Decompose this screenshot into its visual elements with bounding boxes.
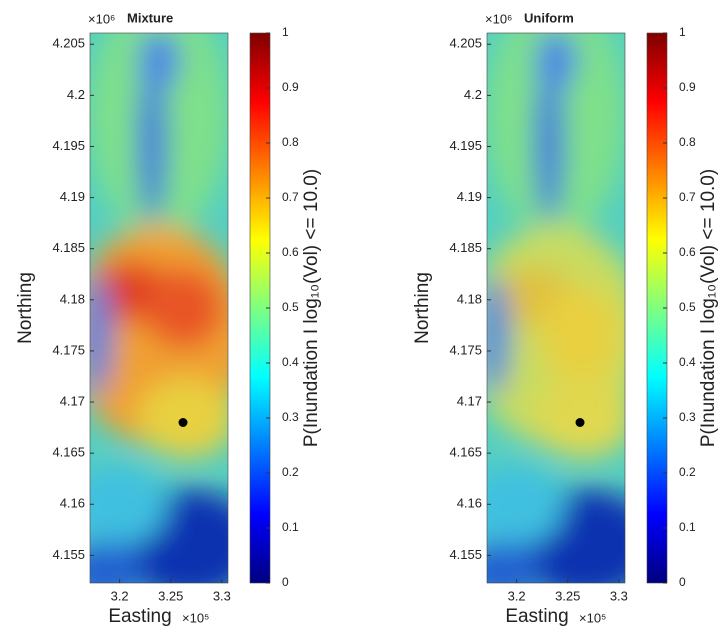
y-tick-label: 4.2 xyxy=(67,87,85,102)
panel-title: Uniform xyxy=(524,10,574,25)
heatmap-blob xyxy=(536,33,576,91)
y-tick-label: 4.185 xyxy=(52,240,85,255)
y-tick-label: 4.19 xyxy=(457,189,482,204)
y-tick-label: 4.18 xyxy=(457,291,482,306)
y-tick-label: 4.165 xyxy=(449,445,482,460)
y-tick-label: 4.155 xyxy=(52,547,85,562)
colorbar-tick-label: 0.3 xyxy=(679,410,696,424)
colorbar-tick-label: 0.9 xyxy=(282,80,299,94)
colorbar-tick-label: 0.4 xyxy=(282,355,299,369)
colorbar-tick-label: 0.7 xyxy=(679,190,696,204)
plot-frame xyxy=(486,32,626,584)
heatmap-blob xyxy=(143,268,224,348)
colorbar-tick-label: 1 xyxy=(282,25,289,39)
y-multiplier: ×10⁶ xyxy=(485,11,512,26)
heatmap-blob xyxy=(90,275,112,396)
colorbar-label: P(Inundation I log₁₀(Vol) <= 10.0) xyxy=(301,169,322,447)
heatmap-blob xyxy=(139,33,179,91)
heatmap xyxy=(90,33,228,583)
colorbar-tick-label: 0.1 xyxy=(679,520,696,534)
y-tick-label: 4.155 xyxy=(449,547,482,562)
colorbar-tick-label: 0.2 xyxy=(679,465,696,479)
colorbar-tick-label: 0.6 xyxy=(679,245,696,259)
colorbar-tick-label: 0 xyxy=(679,575,686,589)
y-axis-label: Northing xyxy=(412,272,433,344)
heatmap-blob xyxy=(540,285,621,386)
y-multiplier: ×10⁶ xyxy=(88,11,115,26)
heatmap-blob xyxy=(136,378,228,458)
x-tick-label: 3.3 xyxy=(213,588,231,603)
marker-point xyxy=(178,417,188,427)
x-tick-label: 3.3 xyxy=(610,588,628,603)
colorbar-tick-label: 0.8 xyxy=(282,135,299,149)
colorbar-tick-label: 0.4 xyxy=(679,355,696,369)
x-axis-label: Easting xyxy=(505,606,568,627)
y-tick-label: 4.2 xyxy=(464,87,482,102)
y-tick-label: 4.165 xyxy=(52,445,85,460)
y-tick-label: 4.195 xyxy=(52,138,85,153)
heatmap-blob xyxy=(90,466,168,546)
y-tick-label: 4.205 xyxy=(449,36,482,51)
heatmap xyxy=(487,33,625,583)
heatmap-blob xyxy=(487,466,565,546)
y-tick-label: 4.18 xyxy=(60,291,85,306)
y-tick-label: 4.195 xyxy=(449,138,482,153)
heatmap-blob xyxy=(138,63,167,223)
heatmap-blob xyxy=(487,542,541,583)
colorbar-tick-label: 0.3 xyxy=(282,410,299,424)
colorbar-tick-label: 0 xyxy=(282,575,289,589)
colorbar-label: P(Inundation I log₁₀(Vol) <= 10.0) xyxy=(698,169,719,447)
colorbar-tick-label: 0.7 xyxy=(282,190,299,204)
x-tick-label: 3.25 xyxy=(158,588,183,603)
colorbar-tick-label: 0.5 xyxy=(679,300,696,314)
y-axis-label: Northing xyxy=(15,272,36,344)
x-tick-label: 3.2 xyxy=(111,588,129,603)
y-tick-label: 4.17 xyxy=(60,393,85,408)
heatmap-blob xyxy=(535,63,564,223)
heatmap-blob xyxy=(533,378,625,458)
colorbar-tick-label: 0.8 xyxy=(679,135,696,149)
colorbar-tick-label: 1 xyxy=(679,25,686,39)
y-tick-label: 4.17 xyxy=(457,393,482,408)
colorbar-tick-label: 0.6 xyxy=(282,245,299,259)
heatmap-blob xyxy=(90,542,144,583)
y-tick-label: 4.175 xyxy=(52,342,85,357)
x-tick-label: 3.2 xyxy=(508,588,526,603)
plot-frame xyxy=(89,32,229,584)
x-tick-label: 3.25 xyxy=(555,588,580,603)
colorbar-tick-label: 0.1 xyxy=(282,520,299,534)
marker-point xyxy=(575,417,585,427)
panel-title: Mixture xyxy=(127,10,173,25)
colorbar-tick-label: 0.9 xyxy=(679,80,696,94)
y-tick-label: 4.205 xyxy=(52,36,85,51)
y-tick-label: 4.175 xyxy=(449,342,482,357)
colorbar-tick-label: 0.5 xyxy=(282,300,299,314)
x-axis-label: Easting xyxy=(108,606,171,627)
y-tick-label: 4.185 xyxy=(449,240,482,255)
heatmap-texture xyxy=(487,33,625,583)
colorbar-tick-label: 0.2 xyxy=(282,465,299,479)
y-tick-label: 4.16 xyxy=(60,496,85,511)
x-multiplier: ×10⁵ xyxy=(182,610,209,625)
x-multiplier: ×10⁵ xyxy=(579,610,606,625)
heatmap-texture xyxy=(90,33,228,583)
y-tick-label: 4.16 xyxy=(457,496,482,511)
heatmap-blob xyxy=(487,275,509,396)
y-tick-label: 4.19 xyxy=(60,189,85,204)
